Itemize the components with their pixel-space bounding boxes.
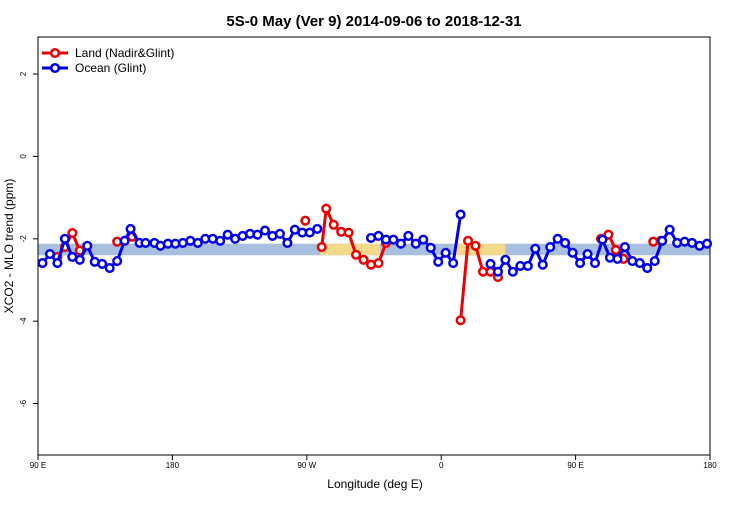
x-tick-label: 90 E	[30, 461, 46, 470]
data-point	[44, 248, 55, 260]
data-point	[448, 258, 459, 269]
legend-marker	[49, 47, 61, 59]
data-point	[433, 256, 444, 267]
x-tick-label: 180	[703, 461, 717, 470]
y-tick-label: -4	[19, 317, 28, 325]
data-point	[657, 235, 668, 246]
land-span	[454, 243, 506, 256]
data-point	[642, 262, 653, 274]
data-point	[112, 255, 123, 267]
x-axis-label: Longitude (deg E)	[327, 477, 422, 491]
data-point	[222, 229, 233, 240]
data-point	[500, 254, 511, 265]
data-point	[59, 233, 70, 244]
y-tick-label: 2	[19, 71, 28, 76]
data-point	[455, 209, 466, 220]
data-point	[603, 229, 614, 240]
data-point	[522, 260, 533, 272]
legend-label: Ocean (Glint)	[75, 61, 146, 75]
y-tick-label: -2	[19, 235, 28, 243]
data-point	[82, 240, 93, 251]
data-point	[567, 247, 578, 258]
data-point	[252, 229, 263, 240]
data-point	[119, 235, 130, 246]
data-point	[395, 238, 406, 249]
data-point	[530, 243, 541, 254]
data-point	[259, 225, 271, 236]
data-point	[410, 238, 421, 249]
data-point	[701, 238, 713, 249]
data-point	[373, 230, 384, 241]
data-point	[373, 258, 384, 269]
data-point	[321, 203, 332, 214]
data-point	[440, 247, 451, 258]
data-point	[425, 242, 436, 253]
data-point	[351, 249, 362, 260]
data-point	[304, 227, 315, 238]
data-point	[552, 233, 563, 244]
data-point	[316, 241, 327, 253]
data-point	[403, 230, 414, 241]
data-point	[537, 259, 548, 270]
data-point	[52, 258, 63, 269]
data-point	[507, 266, 518, 277]
data-point	[312, 223, 323, 234]
data-point	[418, 234, 429, 245]
data-point	[664, 224, 675, 235]
data-point	[97, 258, 108, 269]
x-tick-label: 180	[166, 461, 180, 470]
data-point	[619, 241, 630, 253]
series-line	[56, 203, 661, 321]
data-point	[649, 255, 660, 267]
y-axis-label: XCO2 - MLO trend (ppm)	[2, 179, 16, 314]
data-point	[560, 237, 571, 248]
legend-label: Land (Nadir&Glint)	[75, 46, 174, 60]
data-point	[610, 244, 621, 255]
data-point	[192, 237, 203, 248]
data-point	[358, 254, 369, 265]
data-point	[282, 237, 293, 248]
data-point	[455, 315, 466, 326]
data-point	[485, 258, 496, 269]
data-point	[597, 234, 608, 245]
data-point	[589, 258, 601, 269]
x-tick-label: 0	[439, 461, 444, 470]
data-point	[125, 223, 136, 234]
data-point	[470, 240, 481, 251]
data-point	[140, 237, 151, 248]
data-point	[67, 227, 78, 239]
data-point	[582, 248, 593, 260]
data-point	[463, 235, 474, 246]
land-span	[320, 243, 380, 256]
data-point	[300, 215, 311, 226]
x-tick-label: 90 W	[297, 461, 316, 470]
data-point	[215, 235, 226, 246]
data-point	[612, 253, 623, 265]
x-tick-label: 90 E	[567, 461, 583, 470]
data-point	[545, 241, 556, 253]
data-point	[634, 258, 645, 269]
data-point	[388, 234, 399, 245]
data-point	[492, 266, 503, 277]
y-tick-label: 0	[19, 154, 28, 159]
data-point	[575, 258, 586, 269]
data-point	[328, 219, 339, 230]
legend-marker	[49, 62, 61, 74]
data-point	[343, 227, 354, 238]
data-point	[104, 262, 115, 274]
data-point	[274, 228, 285, 239]
data-point	[74, 254, 85, 265]
chart-title: 5S-0 May (Ver 9) 2014-09-06 to 2018-12-3…	[226, 13, 521, 30]
y-tick-label: -6	[19, 399, 28, 407]
data-point	[37, 258, 48, 269]
